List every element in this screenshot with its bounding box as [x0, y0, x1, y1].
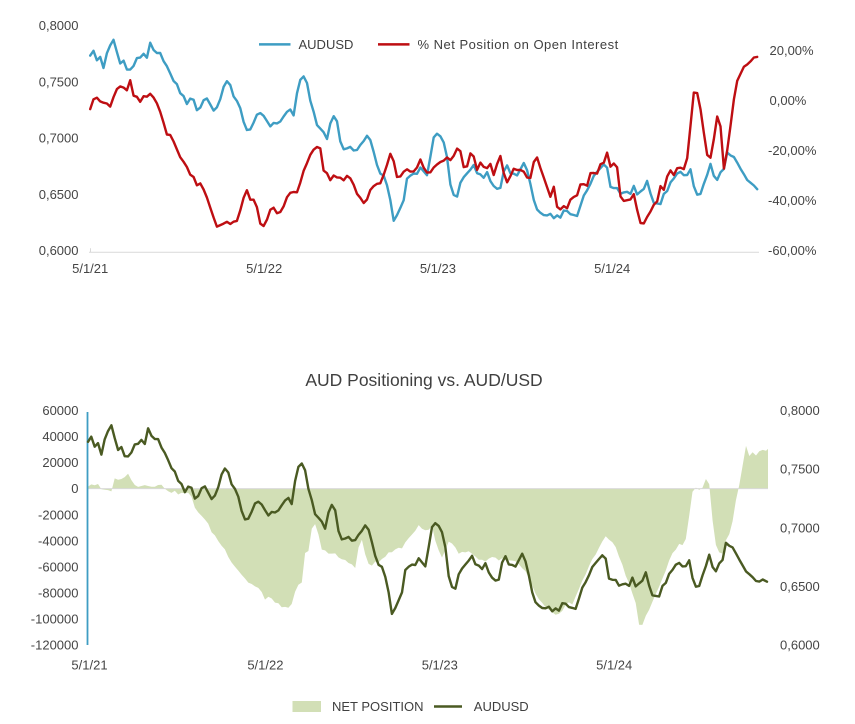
- svg-text:5/1/24: 5/1/24: [596, 658, 632, 673]
- svg-text:0,6000: 0,6000: [780, 638, 820, 653]
- svg-text:AUD Positioning vs. AUD/USD: AUD Positioning vs. AUD/USD: [305, 370, 542, 390]
- svg-text:40000: 40000: [42, 429, 78, 444]
- svg-text:% Net Position on Open Interes: % Net Position on Open Interest: [418, 37, 619, 52]
- svg-text:0,7000: 0,7000: [39, 131, 79, 146]
- svg-text:5/1/22: 5/1/22: [246, 261, 282, 276]
- svg-text:0,7500: 0,7500: [39, 75, 79, 90]
- svg-text:-80000: -80000: [38, 585, 78, 600]
- svg-text:0,7500: 0,7500: [780, 462, 820, 477]
- svg-text:AUDUSD: AUDUSD: [474, 699, 529, 714]
- svg-text:-40000: -40000: [38, 533, 78, 548]
- svg-text:0,6500: 0,6500: [780, 579, 820, 594]
- svg-text:0: 0: [71, 481, 78, 496]
- svg-text:5/1/24: 5/1/24: [594, 261, 630, 276]
- svg-text:0,7000: 0,7000: [780, 520, 820, 535]
- svg-text:5/1/23: 5/1/23: [420, 261, 456, 276]
- svg-text:-40,00%: -40,00%: [768, 193, 817, 208]
- svg-text:20000: 20000: [42, 455, 78, 470]
- svg-text:0,6500: 0,6500: [39, 187, 79, 202]
- svg-text:-120000: -120000: [31, 638, 79, 653]
- svg-text:-20,00%: -20,00%: [768, 143, 817, 158]
- svg-text:20,00%: 20,00%: [770, 43, 815, 58]
- svg-text:0,8000: 0,8000: [39, 18, 79, 33]
- svg-text:0,8000: 0,8000: [780, 403, 820, 418]
- svg-text:5/1/22: 5/1/22: [247, 658, 283, 673]
- svg-text:5/1/23: 5/1/23: [422, 658, 458, 673]
- svg-text:5/1/21: 5/1/21: [72, 261, 108, 276]
- svg-text:0,00%: 0,00%: [770, 93, 807, 108]
- svg-text:60000: 60000: [42, 403, 78, 418]
- svg-text:AUDUSD: AUDUSD: [299, 37, 354, 52]
- svg-text:0,6000: 0,6000: [39, 243, 79, 258]
- svg-text:-100000: -100000: [31, 612, 79, 627]
- svg-text:-60000: -60000: [38, 559, 78, 574]
- svg-text:-20000: -20000: [38, 507, 78, 522]
- svg-text:-60,00%: -60,00%: [768, 243, 817, 258]
- svg-text:NET POSITION: NET POSITION: [332, 699, 424, 714]
- svg-text:5/1/21: 5/1/21: [71, 658, 107, 673]
